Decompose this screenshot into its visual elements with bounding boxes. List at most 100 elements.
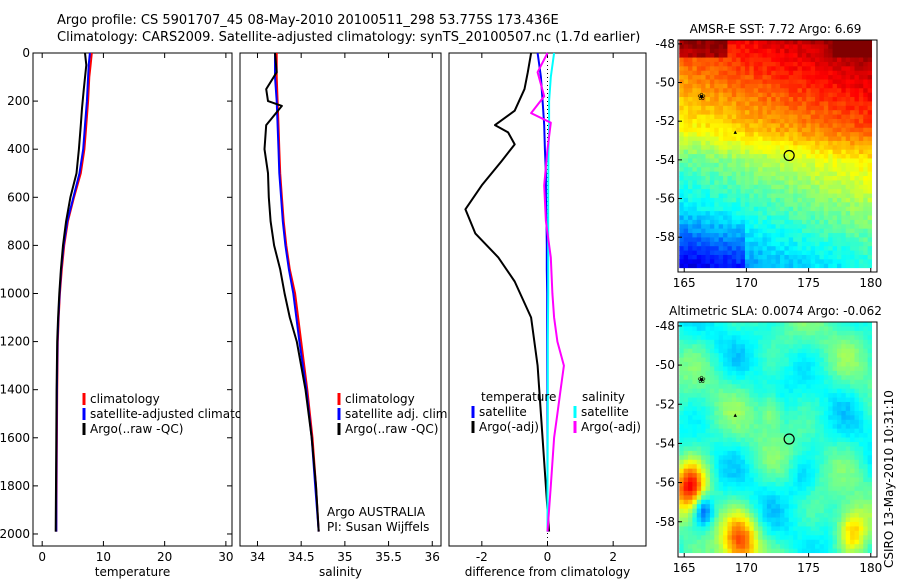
- heatmap-cell: [723, 446, 728, 452]
- heatmap-cell: [854, 517, 860, 523]
- heatmap-cell: [731, 441, 737, 447]
- heatmap-cell: [810, 521, 816, 527]
- heatmap-cell: [723, 105, 728, 111]
- heatmap-cell: [793, 477, 798, 483]
- heatmap-cell: [705, 189, 711, 194]
- heatmap-cell: [727, 132, 733, 137]
- heatmap-cell: [731, 211, 737, 216]
- heatmap-cell: [771, 219, 777, 225]
- heatmap-cell: [841, 513, 847, 518]
- heatmap-cell: [766, 339, 772, 345]
- heatmap-cell: [753, 127, 759, 133]
- heatmap-cell: [854, 224, 860, 230]
- heatmap-cell: [836, 154, 842, 159]
- heatmap-cell: [793, 53, 798, 58]
- heatmap-cell: [705, 40, 711, 45]
- heatmap-cell: [718, 353, 724, 358]
- heatmap-cell: [784, 477, 790, 483]
- heatmap-cell: [832, 110, 838, 115]
- heatmap-cell: [845, 114, 851, 120]
- heatmap-cell: [854, 446, 860, 452]
- heatmap-cell: [701, 384, 706, 390]
- heatmap-cell: [705, 241, 711, 247]
- heatmap-cell: [701, 441, 706, 447]
- heatmap-cell: [850, 154, 855, 159]
- heatmap-cell: [858, 92, 864, 98]
- heatmap-cell: [828, 136, 833, 142]
- heatmap-cell: [793, 233, 798, 238]
- y-tick-label: 1200: [0, 335, 30, 349]
- heatmap-cell: [823, 206, 829, 212]
- heatmap-cell: [736, 526, 741, 532]
- heatmap-cell: [705, 215, 711, 221]
- heatmap-cell: [714, 526, 720, 532]
- heatmap-cell: [723, 535, 728, 541]
- heatmap-cell: [749, 326, 755, 332]
- heatmap-cell: [775, 215, 781, 221]
- heatmap-cell: [753, 339, 759, 345]
- heatmap-cell: [823, 233, 829, 238]
- heatmap-cell: [850, 180, 855, 186]
- heatmap-cell: [850, 357, 855, 363]
- heatmap-cell: [723, 162, 728, 168]
- heatmap-cell: [832, 61, 838, 67]
- heatmap-cell: [709, 180, 715, 186]
- heatmap-cell: [766, 424, 772, 430]
- heatmap-cell: [806, 433, 812, 438]
- map-blank: [678, 268, 877, 272]
- heatmap-cell: [727, 40, 733, 45]
- heatmap-cell: [696, 110, 702, 115]
- heatmap-cell: [806, 114, 812, 120]
- heatmap-cell: [771, 48, 777, 54]
- heatmap-cell: [753, 477, 759, 483]
- heatmap-cell: [819, 215, 825, 221]
- heatmap-cell: [696, 158, 702, 164]
- heatmap-cell: [714, 114, 720, 120]
- heatmap-cell: [832, 521, 838, 527]
- heatmap-cell: [806, 473, 812, 478]
- heatmap-cell: [806, 145, 812, 151]
- heatmap-cell: [688, 136, 693, 142]
- heatmap-cell: [854, 548, 860, 554]
- heatmap-cell: [731, 57, 737, 63]
- heatmap-cell: [762, 535, 768, 541]
- heatmap-cell: [775, 464, 781, 470]
- heatmap-cell: [819, 517, 825, 523]
- heatmap-cell: [701, 167, 706, 173]
- heatmap-cell: [753, 250, 759, 256]
- heatmap-cell: [679, 348, 685, 354]
- heatmap-cell: [819, 211, 825, 216]
- heatmap-cell: [758, 219, 763, 225]
- heatmap-cell: [736, 495, 741, 501]
- heatmap-cell: [784, 393, 790, 398]
- heatmap-cell: [679, 132, 685, 137]
- heatmap-cell: [696, 206, 702, 212]
- heatmap-cell: [744, 97, 750, 102]
- heatmap-cell: [801, 57, 807, 63]
- heatmap-cell: [727, 384, 733, 390]
- heatmap-cell: [845, 544, 851, 550]
- heatmap-cell: [688, 149, 693, 155]
- heatmap-cell: [723, 202, 728, 208]
- heatmap-cell: [780, 357, 785, 363]
- heatmap-cell: [797, 189, 803, 194]
- heatmap-cell: [740, 189, 746, 194]
- heatmap-cell: [797, 464, 803, 470]
- heatmap-cell: [828, 92, 833, 98]
- heatmap-cell: [867, 517, 873, 523]
- heatmap-cell: [793, 495, 798, 501]
- heatmap-cell: [766, 219, 772, 225]
- heatmap-cell: [863, 548, 869, 554]
- heatmap-cell: [823, 428, 829, 434]
- heatmap-cell: [823, 48, 829, 54]
- heatmap-cell: [771, 548, 777, 554]
- heatmap-cell: [850, 53, 855, 58]
- heatmap-cell: [819, 437, 825, 443]
- heatmap-cell: [705, 375, 711, 381]
- heatmap-cell: [718, 473, 724, 478]
- heatmap-cell: [819, 548, 825, 554]
- heatmap-cell: [758, 419, 763, 425]
- heatmap-cell: [736, 114, 741, 120]
- heatmap-cell: [705, 370, 711, 376]
- heatmap-cell: [718, 433, 724, 438]
